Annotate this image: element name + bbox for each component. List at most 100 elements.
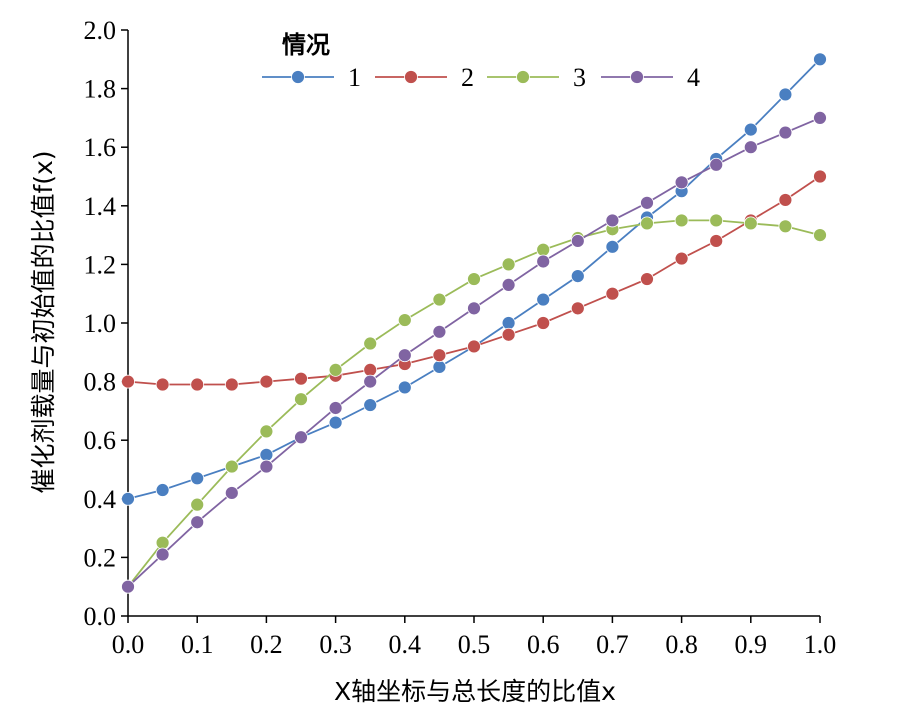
data-point [363,336,378,351]
legend-label: 1 [348,63,361,92]
series-2 [121,169,827,392]
legend-marker [291,70,305,84]
legend-item-3: 3 [487,63,586,92]
data-point [224,459,239,474]
data-point [155,535,170,550]
x-tick-label: 1.0 [804,630,837,659]
data-point [813,169,827,184]
x-axis-title: X轴坐标与总长度的比值x [334,677,616,706]
data-point [605,213,620,228]
data-point [501,278,516,292]
legend-marker [630,70,644,84]
data-point [813,111,827,125]
data-point [605,239,620,254]
x-tick-label: 0.0 [112,630,145,659]
legend-marker [404,70,418,84]
y-tick-label: 1.4 [84,192,117,221]
data-point [155,377,170,392]
data-point [224,377,239,392]
data-point [501,327,516,342]
data-point [397,313,412,327]
data-point [294,430,308,445]
data-point [259,424,274,439]
data-point [778,125,793,140]
data-point [328,415,343,430]
y-tick-label: 1.2 [84,250,117,279]
axes: 0.0 0.2 0.4 0.6 0.8 1.0 1.2 1.4 1.6 1.8 2.0 0.0 0.1 0… [84,16,837,659]
data-point [778,193,793,207]
legend-label: 2 [461,63,474,92]
data-point [190,377,205,392]
data-point [570,301,585,316]
data-point [743,216,758,231]
y-tick-label: 0.4 [84,485,117,514]
data-point [709,234,724,248]
y-tick-label: 0.6 [84,426,117,455]
x-tick-label: 0.7 [596,630,629,659]
data-point [294,371,308,386]
data-point [709,213,724,228]
data-point [467,301,481,316]
data-point [640,216,654,231]
data-point [743,122,758,137]
data-point [467,272,481,286]
data-point [640,272,654,286]
data-point [605,286,620,301]
data-point [813,228,827,243]
x-tick-label: 0.6 [527,630,560,659]
legend-label: 3 [573,63,586,92]
data-point [259,447,274,462]
data-point [155,483,170,497]
data-point [432,348,447,363]
legend-title: 情况 [282,31,330,59]
data-point [190,515,205,530]
data-point [190,471,205,486]
data-point [778,87,793,102]
data-point [778,219,793,234]
x-tick-label: 0.5 [458,630,491,659]
x-tick-label: 0.1 [181,630,214,659]
data-point [674,213,689,228]
x-tick-label: 0.4 [389,630,422,659]
data-point [674,251,689,266]
legend-item-1: 1 [262,63,361,92]
data-point [570,269,585,284]
data-point [259,459,274,474]
data-point [640,195,654,210]
series-3 [121,213,827,594]
data-point [432,292,447,307]
data-point [536,242,551,257]
data-point [432,360,447,374]
data-point [536,316,551,330]
data-point [190,497,205,512]
data-point [328,401,343,415]
data-point [432,324,447,339]
data-point [121,579,135,594]
y-tick-label: 0.8 [84,368,117,397]
data-point [536,254,551,269]
series-4 [121,111,827,594]
legend-item-2: 2 [375,63,474,92]
legend-marker [516,70,530,84]
data-point [813,52,827,67]
data-point [501,257,516,272]
data-point [224,486,239,500]
data-point [121,491,135,506]
data-point [743,140,758,155]
data-point [328,362,343,377]
x-tick-label: 0.9 [735,630,768,659]
data-point [467,339,481,354]
x-tick-label: 0.8 [665,630,698,659]
y-tick-label: 1.6 [84,133,117,162]
data-point [294,392,308,407]
data-point [501,316,516,330]
y-tick-label: 0.0 [84,602,117,631]
y-tick-label: 1.0 [84,309,117,338]
data-point [397,348,412,363]
legend-item-4: 4 [601,63,700,92]
data-point [121,374,135,389]
x-tick-label: 0.2 [250,630,283,659]
y-axis-title: 催化剂载量与初始值的比值f(x) [29,150,58,493]
legend: 情况 1 2 3 4 [262,31,700,92]
